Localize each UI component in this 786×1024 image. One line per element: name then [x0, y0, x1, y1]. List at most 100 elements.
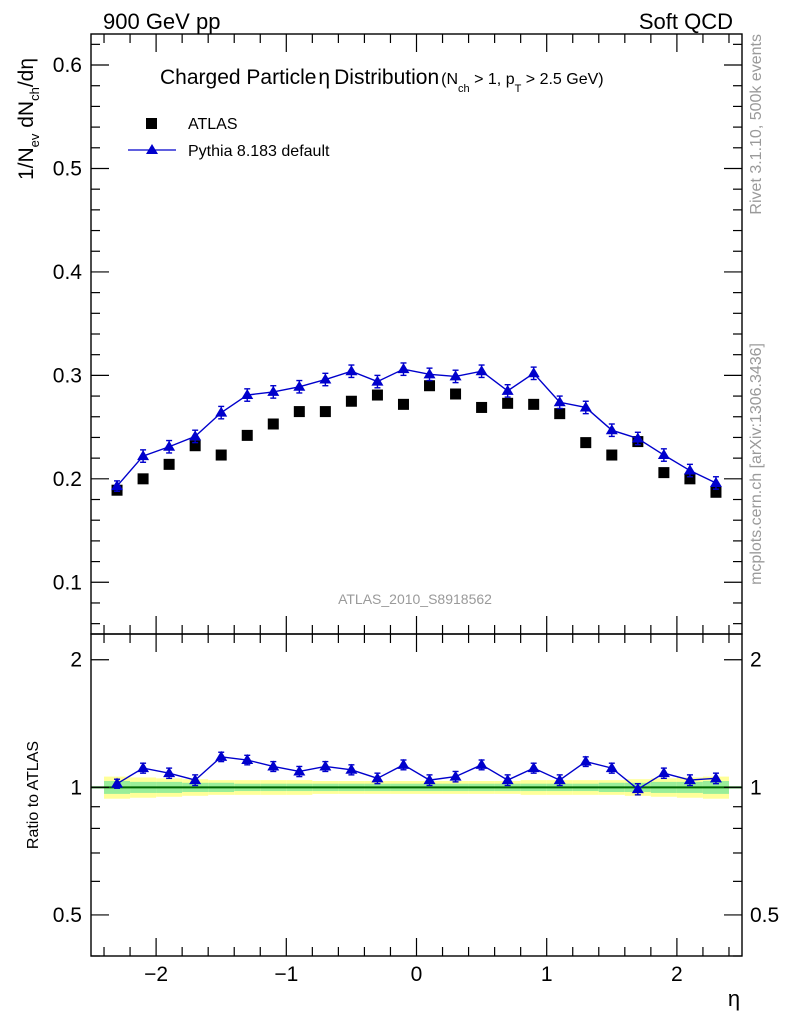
atlas-point [137, 473, 149, 485]
atlas-point [580, 437, 592, 449]
atlas-point [189, 440, 201, 452]
atlas-point [319, 406, 331, 418]
y-tick-label-ratio-right: 2 [750, 649, 762, 672]
atlas-point [215, 449, 227, 461]
ratio-point [137, 762, 150, 773]
atlas-point [371, 389, 383, 401]
ratio-point [241, 754, 254, 765]
title-cond-sub2: T [515, 83, 522, 95]
pythia-point [137, 450, 150, 461]
chart-title: Charged Particleη Distribution (Nch > 1, p… [160, 66, 604, 95]
pythia-point [111, 480, 124, 491]
atlas-point [424, 380, 436, 392]
pythia-point [293, 380, 306, 391]
atlas-point [684, 473, 696, 485]
title-main: Charged Particle [160, 66, 316, 89]
atlas-point [528, 398, 540, 410]
analysis-label: ATLAS_2010_S8918562 [338, 591, 492, 607]
y-tick-label-main: 0.1 [53, 571, 82, 594]
ratio-point [371, 772, 384, 783]
ratio-point [449, 770, 462, 781]
ratio-point [709, 772, 722, 783]
atlas-point [476, 401, 488, 413]
legend-atlas-marker [146, 118, 157, 129]
x-tick-label: 2 [671, 963, 683, 986]
ratio-point [683, 774, 696, 785]
y-tick-label-main: 0.4 [53, 261, 83, 284]
pythia-point [709, 476, 722, 487]
atlas-point [710, 486, 722, 498]
pythia-point [631, 432, 644, 443]
atlas-point [267, 418, 279, 430]
ylabel-b-sub: ch [27, 87, 42, 101]
legend: ATLAS Pythia 8.183 default [128, 116, 330, 160]
rivet-label: Rivet 3.1.10, 500k events [748, 34, 765, 215]
pythia-point [657, 449, 670, 460]
ratio-point [111, 777, 124, 788]
x-tick-label: −1 [274, 963, 298, 986]
atlas-point [606, 449, 618, 461]
ylabel-a-sub: ev [27, 133, 42, 147]
title-cond-open: (N [441, 71, 458, 88]
pythia-point [423, 368, 436, 379]
legend-pythia-label: Pythia 8.183 default [188, 143, 330, 160]
pythia-point [579, 401, 592, 412]
pythia-point [527, 367, 540, 378]
ratio-point [267, 760, 280, 771]
legend-pythia-marker [146, 144, 158, 154]
ratio-point [397, 758, 410, 769]
ratio-point [501, 774, 514, 785]
header-left: 900 GeV pp [103, 9, 220, 34]
pythia-point [475, 365, 488, 376]
y-axis-label: 1/Nev dNch/dη [15, 58, 42, 180]
pythia-point [371, 375, 384, 386]
y-tick-label-ratio-left: 2 [70, 649, 82, 672]
y-tick-label-ratio-left: 0.5 [53, 904, 82, 927]
atlas-point [241, 429, 253, 441]
title-cond-mid: > 1, p [470, 71, 515, 88]
atlas-point [554, 408, 566, 420]
ratio-point [475, 758, 488, 769]
atlas-point [658, 467, 670, 479]
title-eta: η [318, 66, 330, 89]
axis-ticks: −2 −1 0 1 2 0.1 0.2 0.3 0.4 0.5 0.6 0.5 0.5 1 1 2 2 [53, 34, 779, 986]
atlas-point [345, 395, 357, 407]
ratio-plot-marks [111, 750, 722, 796]
y-tick-label-main: 0.5 [53, 157, 82, 180]
ratio-plot-frame [90, 633, 743, 957]
ratio-point [553, 774, 566, 785]
pythia-point [345, 365, 358, 376]
pythia-line [116, 368, 717, 487]
legend-atlas-label: ATLAS [188, 116, 238, 133]
ratio-point [319, 760, 332, 771]
pythia-point [319, 373, 332, 384]
y-tick-label-main: 0.6 [53, 54, 82, 77]
pythia-point [397, 363, 410, 374]
ylabel-c: /dη [15, 58, 38, 87]
ratio-point [345, 763, 358, 774]
header-right: Soft QCD [639, 9, 733, 34]
x-tick-label: 0 [411, 963, 423, 986]
ratio-point [189, 774, 202, 785]
pythia-point [189, 430, 202, 441]
y-tick-label-ratio-left: 1 [70, 776, 82, 799]
ratio-uncertainty-bands [91, 776, 742, 799]
title-cond-close: > 2.5 GeV) [521, 71, 603, 88]
ratio-point [163, 767, 176, 778]
ratio-point [423, 774, 436, 785]
pythia-point [241, 389, 254, 400]
main-plot-marks [111, 362, 722, 498]
ratio-point [605, 762, 618, 773]
atlas-point [397, 398, 409, 410]
x-tick-label: 1 [541, 963, 553, 986]
atlas-point [293, 406, 305, 418]
ratio-point [215, 750, 228, 761]
x-axis-label: η [728, 986, 740, 1011]
y-tick-label-ratio-right: 1 [750, 776, 762, 799]
mcplots-label: mcplots.cern.ch [arXiv:1306.3436] [748, 343, 765, 585]
ratio-point [527, 762, 540, 773]
pythia-point [267, 385, 280, 396]
atlas-point [163, 458, 175, 470]
